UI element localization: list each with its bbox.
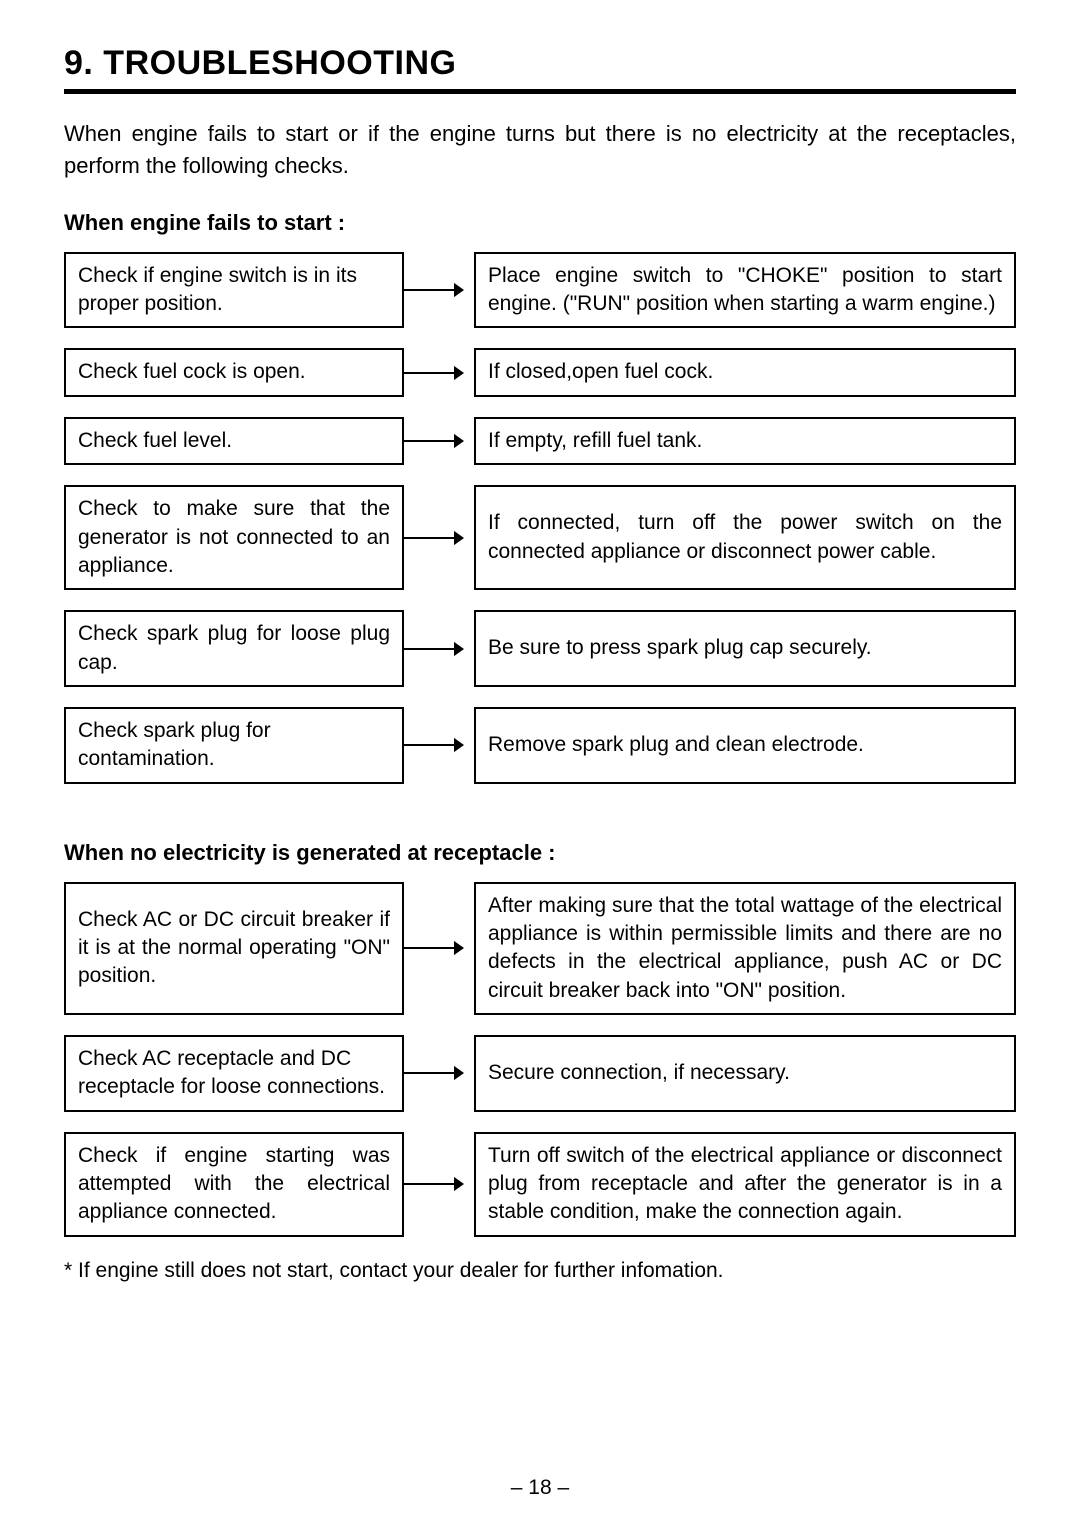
arrow-icon xyxy=(404,1174,474,1194)
arrow-icon xyxy=(404,735,474,755)
connector xyxy=(404,1132,474,1237)
connector xyxy=(404,707,474,784)
check-box: Check to make sure that the generator is… xyxy=(64,485,404,590)
check-box: Check spark plug for contamination. xyxy=(64,707,404,784)
connector xyxy=(404,348,474,396)
connector xyxy=(404,417,474,465)
action-box: If closed,open fuel cock. xyxy=(474,348,1016,396)
check-box: Check AC receptacle and DC receptacle fo… xyxy=(64,1035,404,1112)
action-box: If connected, turn off the power switch … xyxy=(474,485,1016,590)
section-title: 9. TROUBLESHOOTING xyxy=(64,44,1016,83)
subheading-2: When no electricity is generated at rece… xyxy=(64,840,1016,866)
check-box: Check AC or DC circuit breaker if it is … xyxy=(64,882,404,1015)
connector xyxy=(404,252,474,329)
arrow-icon xyxy=(404,1063,474,1083)
flow-row: Check fuel cock is open. If closed,open … xyxy=(64,348,1016,396)
flow-row: Check spark plug for contamination. Remo… xyxy=(64,707,1016,784)
title-rule xyxy=(64,89,1016,94)
subheading-1: When engine fails to start : xyxy=(64,210,1016,236)
flow-row: Check if engine switch is in its proper … xyxy=(64,252,1016,329)
flow-section-1: Check if engine switch is in its proper … xyxy=(64,252,1016,784)
flow-section-2: Check AC or DC circuit breaker if it is … xyxy=(64,882,1016,1237)
connector xyxy=(404,882,474,1015)
arrow-icon xyxy=(404,528,474,548)
action-box: Secure connection, if necessary. xyxy=(474,1035,1016,1112)
footnote: * If engine still does not start, contac… xyxy=(64,1259,1016,1283)
action-box: Be sure to press spark plug cap securely… xyxy=(474,610,1016,687)
flow-row: Check spark plug for loose plug cap. Be … xyxy=(64,610,1016,687)
check-box: Check if engine switch is in its proper … xyxy=(64,252,404,329)
flow-row: Check fuel level. If empty, refill fuel … xyxy=(64,417,1016,465)
check-box: Check fuel cock is open. xyxy=(64,348,404,396)
check-box: Check if engine starting was attempted w… xyxy=(64,1132,404,1237)
intro-text: When engine fails to start or if the eng… xyxy=(64,118,1016,182)
action-box: Remove spark plug and clean electrode. xyxy=(474,707,1016,784)
arrow-icon xyxy=(404,639,474,659)
connector xyxy=(404,610,474,687)
action-box: Place engine switch to "CHOKE" position … xyxy=(474,252,1016,329)
connector xyxy=(404,1035,474,1112)
flow-row: Check AC or DC circuit breaker if it is … xyxy=(64,882,1016,1015)
action-box: Turn off switch of the electrical applia… xyxy=(474,1132,1016,1237)
arrow-icon xyxy=(404,431,474,451)
page-number: – 18 – xyxy=(0,1476,1080,1500)
arrow-icon xyxy=(404,363,474,383)
flow-row: Check if engine starting was attempted w… xyxy=(64,1132,1016,1237)
connector xyxy=(404,485,474,590)
flow-row: Check AC receptacle and DC receptacle fo… xyxy=(64,1035,1016,1112)
check-box: Check fuel level. xyxy=(64,417,404,465)
arrow-icon xyxy=(404,280,474,300)
check-box: Check spark plug for loose plug cap. xyxy=(64,610,404,687)
action-box: If empty, refill fuel tank. xyxy=(474,417,1016,465)
action-box: After making sure that the total wattage… xyxy=(474,882,1016,1015)
flow-row: Check to make sure that the generator is… xyxy=(64,485,1016,590)
arrow-icon xyxy=(404,938,474,958)
